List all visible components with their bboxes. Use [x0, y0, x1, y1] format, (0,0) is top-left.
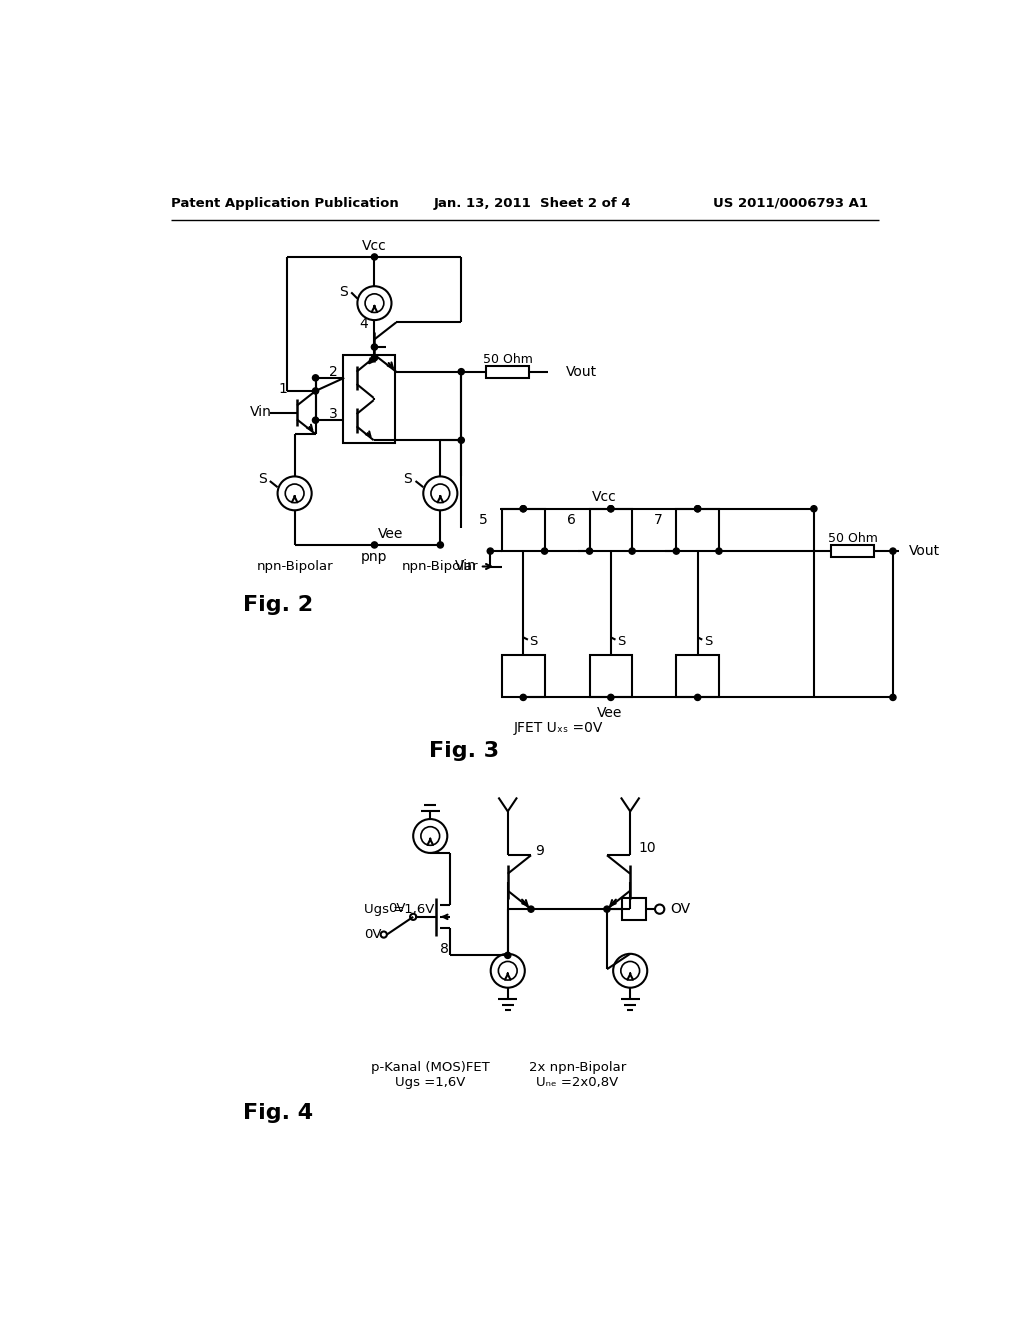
Text: Vin: Vin [455, 560, 477, 573]
Circle shape [694, 694, 700, 701]
Text: 0V: 0V [388, 902, 406, 915]
Circle shape [487, 548, 494, 554]
Text: S: S [258, 473, 266, 487]
Text: S: S [703, 635, 713, 648]
Text: JFET Uₓₛ =0V: JFET Uₓₛ =0V [513, 721, 603, 735]
Text: 2: 2 [329, 364, 337, 379]
Bar [590, 508, 632, 552]
Circle shape [372, 253, 378, 260]
Circle shape [716, 548, 722, 554]
Text: Jan. 13, 2011  Sheet 2 of 4: Jan. 13, 2011 Sheet 2 of 4 [434, 197, 632, 210]
Text: 10: 10 [638, 841, 655, 854]
Circle shape [542, 548, 548, 554]
Text: Fig. 3: Fig. 3 [429, 742, 499, 762]
Text: npn-Bipolar: npn-Bipolar [256, 560, 333, 573]
Circle shape [458, 437, 464, 444]
Text: Vin: Vin [250, 405, 271, 420]
Text: Vout: Vout [908, 544, 940, 558]
Circle shape [811, 506, 817, 512]
Text: S: S [403, 473, 412, 487]
Circle shape [694, 506, 700, 512]
Bar [502, 508, 545, 552]
Circle shape [629, 548, 635, 554]
Text: npn-Bipolar: npn-Bipolar [402, 560, 478, 573]
Text: OV: OV [671, 902, 690, 916]
Circle shape [458, 368, 464, 375]
Circle shape [890, 548, 896, 554]
Text: 3: 3 [329, 407, 337, 421]
Text: S: S [617, 635, 626, 648]
Text: Uₙₑ =2x0,8V: Uₙₑ =2x0,8V [537, 1076, 618, 1089]
Bar [831, 545, 873, 557]
Circle shape [694, 506, 700, 512]
Circle shape [437, 541, 443, 548]
Text: Vee: Vee [597, 706, 623, 719]
Text: Ugs =1,6V: Ugs =1,6V [365, 903, 435, 916]
Text: Fig. 4: Fig. 4 [243, 1104, 312, 1123]
Text: 2x npn-Bipolar: 2x npn-Bipolar [528, 1060, 626, 1073]
Circle shape [312, 417, 318, 424]
Bar [343, 355, 395, 444]
Circle shape [520, 506, 526, 512]
Text: Ugs =1,6V: Ugs =1,6V [395, 1076, 466, 1089]
Circle shape [673, 548, 679, 554]
Text: pnp: pnp [361, 550, 388, 564]
Text: Vcc: Vcc [592, 490, 617, 504]
Text: p-Kanal (MOS)FET: p-Kanal (MOS)FET [371, 1060, 489, 1073]
Circle shape [607, 694, 614, 701]
Bar [502, 655, 545, 697]
Circle shape [587, 548, 593, 554]
Circle shape [372, 355, 378, 360]
Text: 8: 8 [439, 942, 449, 956]
Circle shape [312, 375, 318, 381]
Circle shape [312, 388, 318, 395]
Text: 50 Ohm: 50 Ohm [482, 352, 532, 366]
Text: Vcc: Vcc [362, 239, 387, 253]
Text: 9: 9 [535, 845, 544, 858]
Text: Vee: Vee [378, 527, 403, 541]
Circle shape [890, 694, 896, 701]
Circle shape [372, 541, 378, 548]
Text: US 2011/0006793 A1: US 2011/0006793 A1 [713, 197, 868, 210]
Circle shape [607, 506, 614, 512]
Text: 4: 4 [359, 317, 369, 331]
Circle shape [372, 345, 378, 350]
Text: Fig. 2: Fig. 2 [243, 595, 312, 615]
Text: 7: 7 [653, 513, 663, 527]
Text: 1: 1 [279, 383, 288, 396]
Text: 50 Ohm: 50 Ohm [827, 532, 878, 545]
Circle shape [520, 506, 526, 512]
Text: S: S [529, 635, 538, 648]
Text: Patent Application Publication: Patent Application Publication [171, 197, 398, 210]
Circle shape [604, 906, 610, 912]
Text: Vout: Vout [566, 364, 597, 379]
Text: 0V: 0V [365, 928, 382, 941]
Text: S: S [339, 285, 348, 298]
Circle shape [505, 952, 511, 958]
Bar [590, 655, 632, 697]
Text: 5: 5 [479, 513, 488, 527]
Bar [623, 899, 646, 920]
Text: 6: 6 [566, 513, 575, 527]
Circle shape [528, 906, 535, 912]
Bar [676, 655, 719, 697]
Circle shape [607, 506, 614, 512]
Bar [486, 366, 529, 378]
Bar [676, 508, 719, 552]
Circle shape [520, 694, 526, 701]
